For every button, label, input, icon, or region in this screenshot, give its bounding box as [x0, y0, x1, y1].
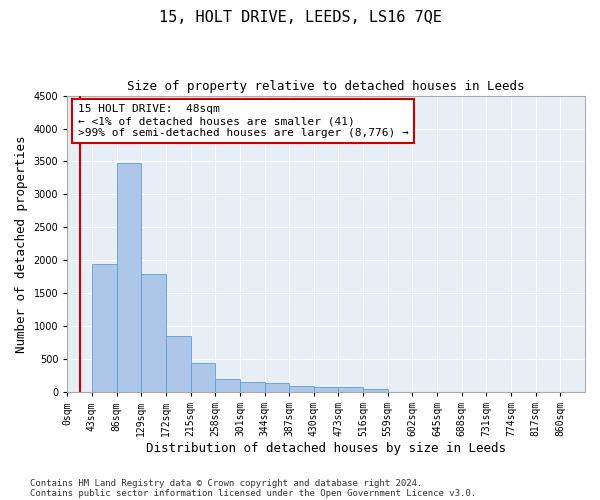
Y-axis label: Number of detached properties: Number of detached properties — [15, 135, 28, 352]
Title: Size of property relative to detached houses in Leeds: Size of property relative to detached ho… — [127, 80, 525, 93]
Bar — [265, 383, 289, 392]
Text: 15, HOLT DRIVE, LEEDS, LS16 7QE: 15, HOLT DRIVE, LEEDS, LS16 7QE — [158, 10, 442, 25]
Bar — [338, 387, 363, 392]
Bar — [240, 382, 265, 392]
Bar — [92, 264, 116, 392]
Bar — [289, 386, 314, 392]
X-axis label: Distribution of detached houses by size in Leeds: Distribution of detached houses by size … — [146, 442, 506, 455]
Bar — [314, 387, 338, 392]
Bar — [166, 336, 191, 392]
Text: Contains public sector information licensed under the Open Government Licence v3: Contains public sector information licen… — [30, 488, 476, 498]
Bar — [141, 274, 166, 392]
Text: Contains HM Land Registry data © Crown copyright and database right 2024.: Contains HM Land Registry data © Crown c… — [30, 478, 422, 488]
Bar — [191, 362, 215, 392]
Text: 15 HOLT DRIVE:  48sqm
← <1% of detached houses are smaller (41)
>99% of semi-det: 15 HOLT DRIVE: 48sqm ← <1% of detached h… — [77, 104, 409, 138]
Bar — [215, 379, 240, 392]
Bar — [116, 163, 141, 392]
Bar — [363, 389, 388, 392]
